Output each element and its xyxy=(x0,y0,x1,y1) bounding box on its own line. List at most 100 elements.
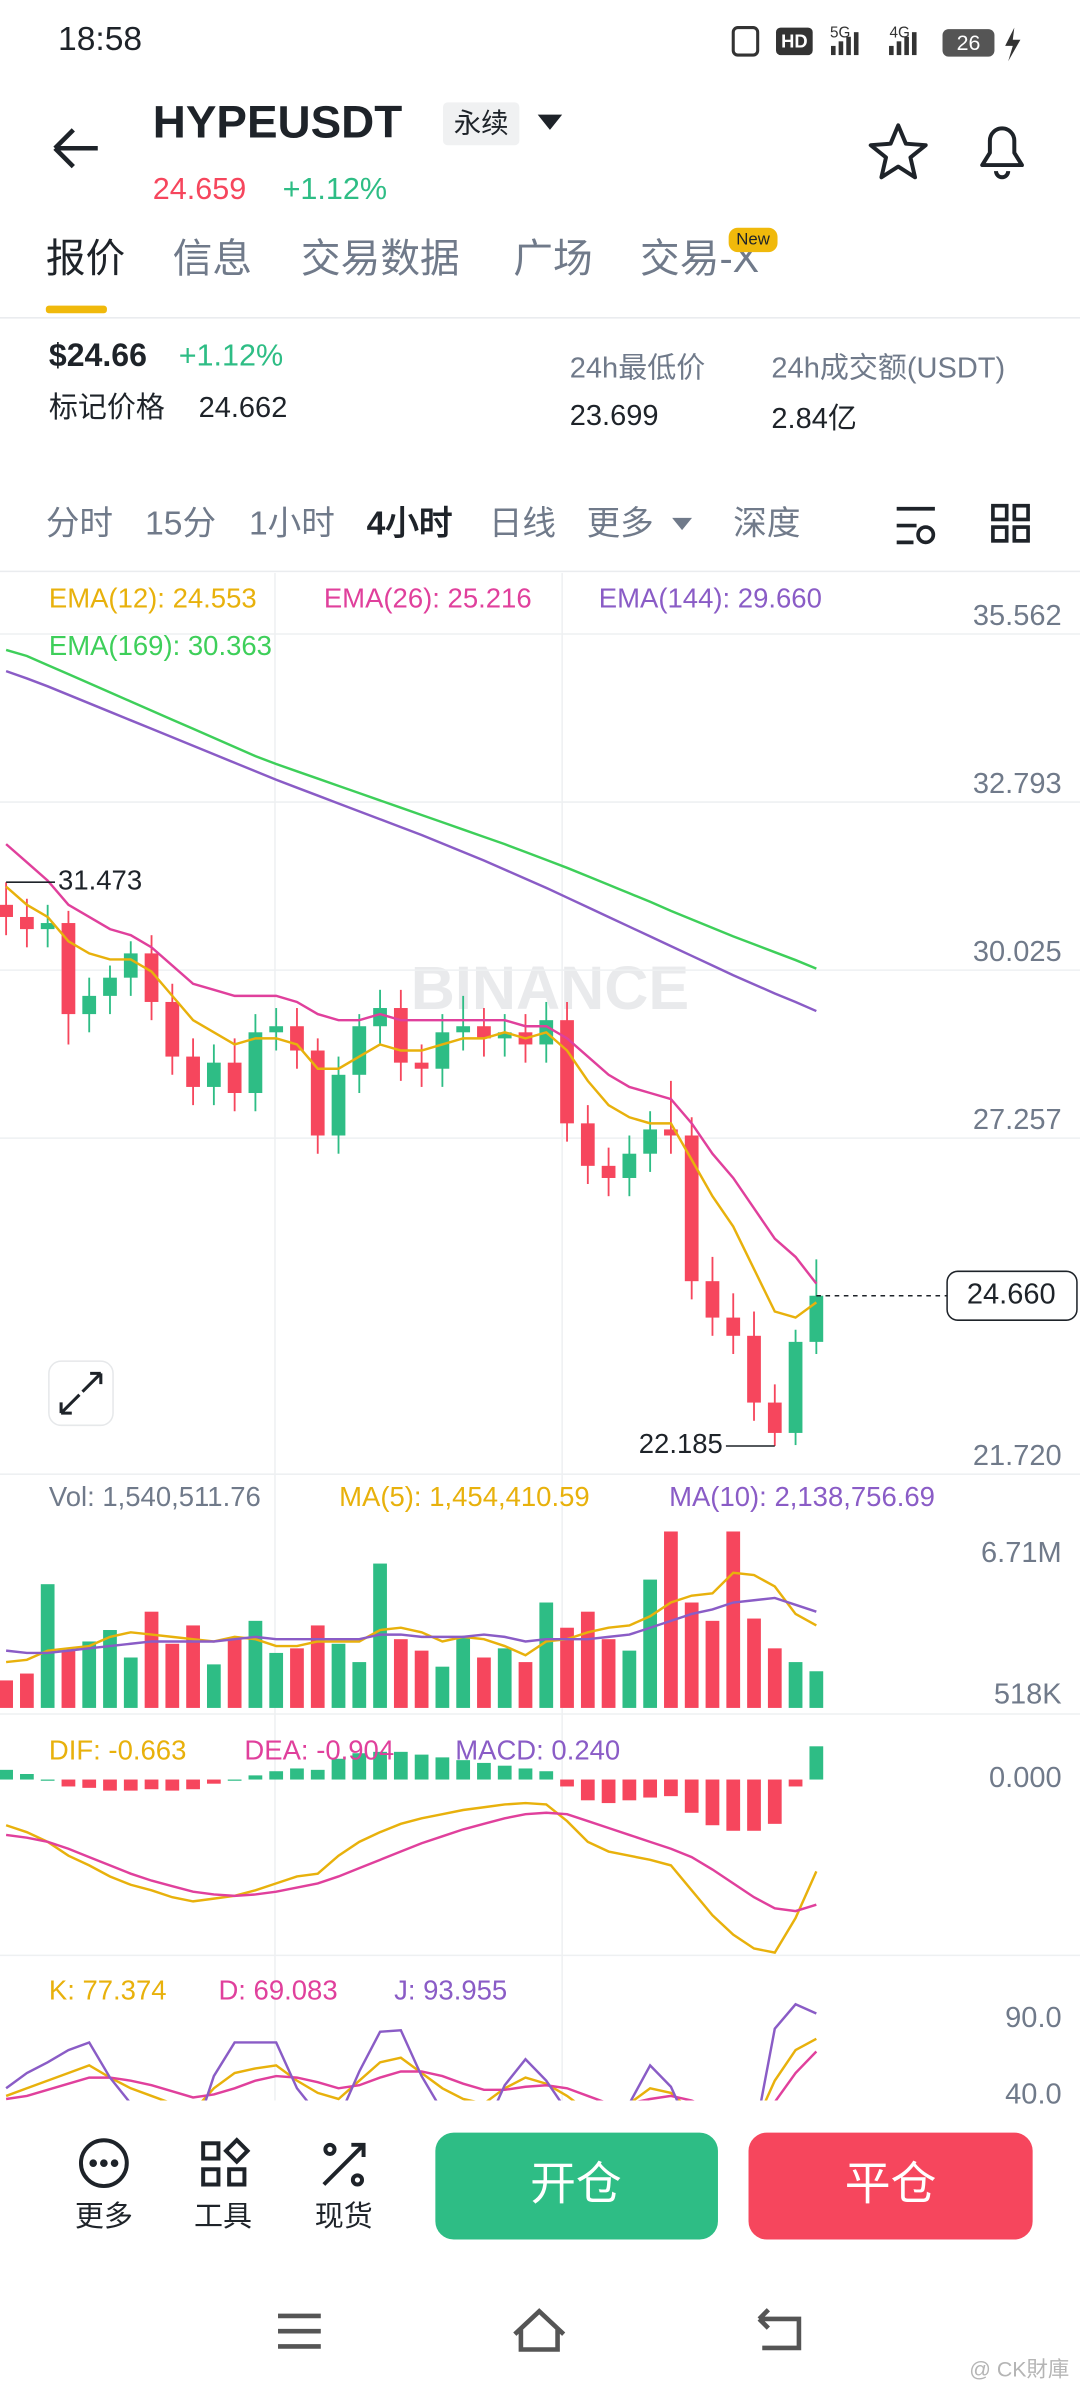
candle-body xyxy=(61,923,76,1015)
candle-body xyxy=(705,1281,720,1318)
nav-back[interactable] xyxy=(757,2308,802,2351)
y-tick-label: 90.0 xyxy=(1005,2002,1061,2034)
macd-bar xyxy=(144,1779,159,1790)
volume-bar xyxy=(165,1643,180,1708)
volume-bar xyxy=(352,1662,367,1708)
tab[interactable]: 报价 xyxy=(46,237,125,281)
candle-body xyxy=(622,1153,637,1178)
macd-bar xyxy=(269,1771,284,1780)
indicator-settings[interactable] xyxy=(896,506,936,545)
macd-bar xyxy=(165,1779,180,1791)
watermark: @ CK財庫 xyxy=(969,2358,1069,2382)
close-button[interactable] xyxy=(748,2132,1033,2240)
low-value: 23.699 xyxy=(570,400,659,432)
turnover-value: 2.84亿 xyxy=(771,402,857,435)
macd-bar xyxy=(518,1768,533,1780)
macd-bar xyxy=(684,1779,699,1813)
header-change: +1.12% xyxy=(283,172,387,206)
macd-bar xyxy=(643,1779,658,1798)
candle-body xyxy=(726,1317,741,1336)
interval[interactable]: 深度 xyxy=(733,504,800,542)
nav-home[interactable] xyxy=(513,2308,566,2352)
volume-bar xyxy=(622,1650,637,1708)
candle-body xyxy=(144,953,159,1002)
tab[interactable]: 广场 xyxy=(513,237,592,281)
macd-bar xyxy=(664,1779,678,1797)
favorite-button[interactable] xyxy=(868,123,928,180)
nav-menu[interactable] xyxy=(278,2313,321,2349)
candle-body xyxy=(269,1026,284,1033)
summary-change: +1.12% xyxy=(179,339,283,373)
signal-icon xyxy=(831,32,917,56)
chart-watermark: BINANCE xyxy=(411,954,689,1022)
candle-body xyxy=(227,1062,242,1094)
tab[interactable]: 信息 xyxy=(173,237,252,281)
interval[interactable]: 日线 xyxy=(489,504,556,542)
layout-button[interactable] xyxy=(991,503,1030,543)
indicator-line xyxy=(5,1801,818,1954)
macd-bar xyxy=(726,1779,741,1831)
volume-bar xyxy=(269,1652,284,1708)
candle-body xyxy=(20,916,34,930)
legend-entry: DEA: -0.904 xyxy=(244,1734,394,1765)
indicator-line xyxy=(5,843,818,1285)
volume-bar xyxy=(539,1602,554,1708)
y-tick-label: 518K xyxy=(994,1679,1062,1711)
candle-body xyxy=(206,1062,221,1087)
indicator-line xyxy=(5,669,817,1013)
back-button[interactable] xyxy=(53,128,98,169)
interval[interactable]: 4小时 xyxy=(367,504,453,542)
tab[interactable]: 交易数据 xyxy=(301,237,460,281)
candle-body xyxy=(767,1402,782,1433)
macd-bar xyxy=(767,1779,782,1824)
volume-bar xyxy=(20,1673,34,1708)
interval[interactable]: 更多 xyxy=(587,504,654,542)
volume-bar xyxy=(705,1620,720,1708)
new-badge xyxy=(728,227,778,253)
max-label: 31.473 xyxy=(58,864,142,895)
volume-bar xyxy=(186,1625,200,1708)
macd-bar xyxy=(393,1751,408,1780)
open-button[interactable] xyxy=(435,2132,718,2240)
spot-icon[interactable] xyxy=(322,2142,366,2187)
expand-button[interactable] xyxy=(48,1360,114,1427)
new-badge-text: New xyxy=(736,229,770,248)
legend-entry: EMA(144): 29.660 xyxy=(599,583,822,614)
low-label: 24h最低价 xyxy=(570,351,705,384)
volume-bar xyxy=(393,1639,408,1708)
min-label: 22.185 xyxy=(639,1428,723,1459)
legend-entry: EMA(12): 24.553 xyxy=(49,583,257,614)
indicator-line xyxy=(5,2002,817,2101)
volume-bar xyxy=(809,1671,824,1708)
last-price-label: 24.660 xyxy=(967,1278,1056,1310)
legend-entry: EMA(169): 30.363 xyxy=(49,630,272,661)
macd-bar xyxy=(82,1779,97,1788)
volume-bar xyxy=(788,1662,803,1708)
tools-icon[interactable] xyxy=(201,2137,251,2187)
interval[interactable]: 分时 xyxy=(46,505,113,542)
alert-button[interactable] xyxy=(980,126,1024,180)
interval-dropdown[interactable] xyxy=(672,517,692,531)
volume-bar xyxy=(0,1680,13,1708)
symbol-dropdown[interactable] xyxy=(537,114,563,130)
nav-bar xyxy=(278,2308,802,2352)
more-label[interactable]: 更多 xyxy=(75,2200,133,2233)
legend-entry: K: 77.374 xyxy=(49,1974,167,2005)
charging-icon xyxy=(1005,27,1021,62)
tools-label[interactable]: 工具 xyxy=(194,2201,252,2233)
candle-body xyxy=(103,977,117,996)
spot-label[interactable]: 现货 xyxy=(315,2200,373,2233)
interval[interactable]: 1小时 xyxy=(249,505,335,542)
volume-bar xyxy=(643,1579,658,1708)
interval[interactable]: 15分 xyxy=(145,505,216,542)
candle-body xyxy=(186,1056,200,1087)
volume-bar xyxy=(435,1666,450,1708)
vibrate-icon xyxy=(731,26,760,57)
more-icon[interactable] xyxy=(78,2138,129,2189)
candle-body xyxy=(477,1026,491,1039)
macd-bar xyxy=(206,1779,221,1784)
volume-bar xyxy=(747,1618,761,1708)
volume-bar xyxy=(560,1627,574,1708)
volume-bar xyxy=(497,1648,512,1708)
indicator-line xyxy=(5,2050,818,2101)
